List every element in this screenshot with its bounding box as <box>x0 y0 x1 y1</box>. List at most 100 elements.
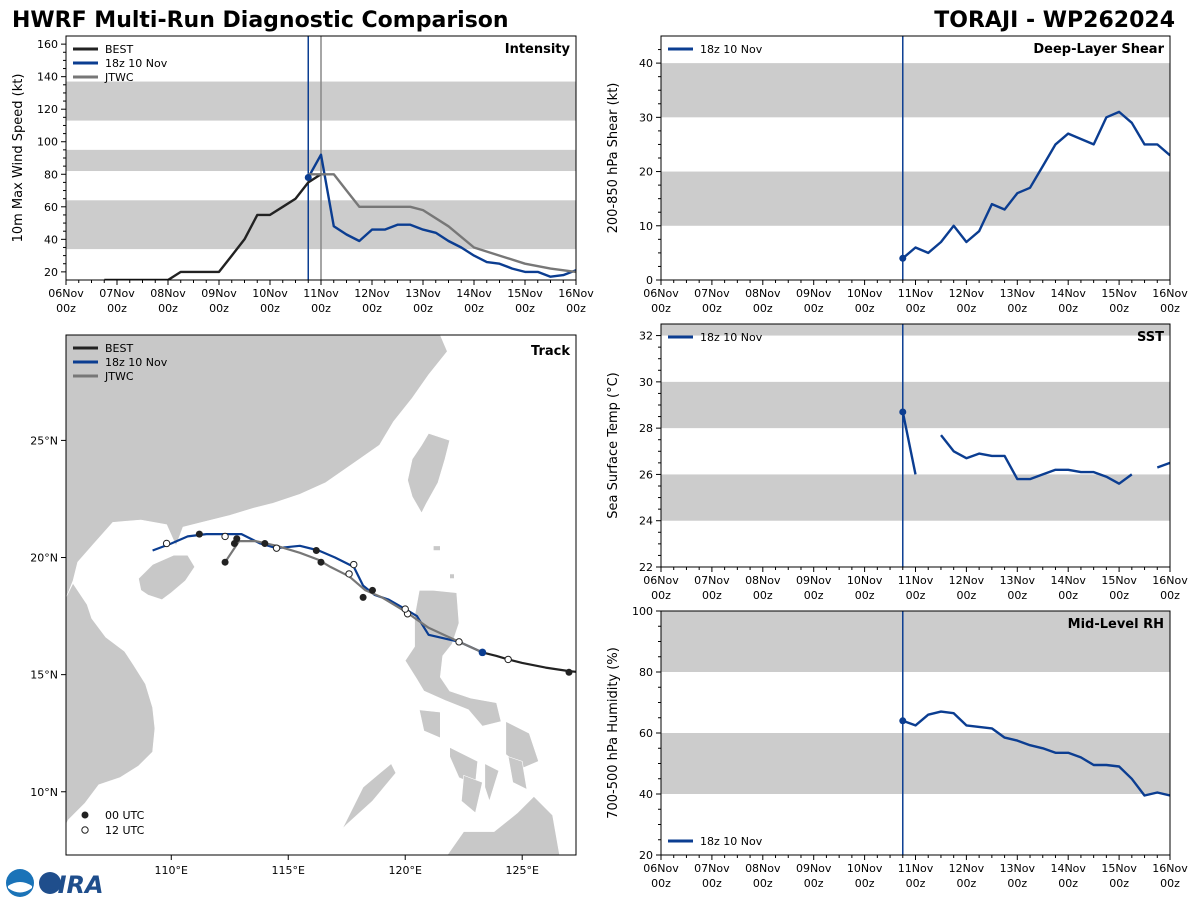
x-tick-hour: 00z <box>1109 302 1129 315</box>
y-tick-label: 80 <box>639 666 653 679</box>
x-tick-date: 14Nov <box>1050 574 1086 587</box>
x-tick-hour: 00z <box>702 877 722 890</box>
lat-tick-label: 10°N <box>30 786 58 799</box>
x-tick-date: 15Nov <box>1101 287 1137 300</box>
y-tick-label: 40 <box>639 788 653 801</box>
y-tick-label: 140 <box>37 71 58 84</box>
x-tick-hour: 00z <box>651 877 671 890</box>
track-point-12utc <box>221 532 229 541</box>
legend-12utc-marker <box>81 826 89 834</box>
x-tick-date: 14Nov <box>1050 862 1086 875</box>
x-tick-date: 11Nov <box>898 574 934 587</box>
x-tick-hour: 00z <box>362 302 382 315</box>
x-tick-date: 11Nov <box>898 287 934 300</box>
mindoro-island <box>418 709 441 739</box>
legend-label: 18z 10 Nov <box>105 356 168 369</box>
track-point-12utc <box>504 655 512 664</box>
sst-panel: 22 24 26 28 30 32 06Nov 00z 07Nov 00z 08Nov 00z 09No… <box>606 323 1188 602</box>
x-tick-hour: 00z <box>906 589 926 602</box>
y-tick-label: 120 <box>37 103 58 116</box>
shading-band <box>661 63 1170 118</box>
track-map-panel: 110°E 115°E 120°E 125°E 10°N 15°N 20°N 25°N Trac… <box>30 334 577 877</box>
y-axis-label: 200-850 hPa Shear (kt) <box>606 83 621 234</box>
x-tick-hour: 00z <box>651 589 671 602</box>
x-tick-hour: 00z <box>209 302 229 315</box>
x-tick-date: 07Nov <box>694 287 730 300</box>
lat-tick-label: 20°N <box>30 552 58 565</box>
x-tick-hour: 00z <box>753 877 773 890</box>
series-line <box>104 173 322 280</box>
y-tick-label: 60 <box>44 201 58 214</box>
x-tick-hour: 00z <box>804 302 824 315</box>
x-tick-hour: 00z <box>957 877 977 890</box>
panel-title: SST <box>1137 330 1164 345</box>
x-tick-date: 08Nov <box>745 287 781 300</box>
series-marker <box>304 174 312 182</box>
panel-title: Mid-Level RH <box>1068 617 1164 632</box>
y-tick-label: 160 <box>37 38 58 51</box>
panel-title: Intensity <box>505 42 571 57</box>
x-tick-date: 11Nov <box>303 287 339 300</box>
y-tick-label: 30 <box>639 376 653 389</box>
mainland-china <box>66 335 448 598</box>
shading-band <box>661 171 1170 226</box>
x-tick-date: 11Nov <box>898 862 934 875</box>
storm-id: TORAJI - WP262024 <box>934 8 1175 33</box>
x-tick-hour: 00z <box>515 302 535 315</box>
legend-label: BEST <box>105 43 133 56</box>
y-axis-label: Sea Surface Temp (°C) <box>606 372 621 519</box>
figure-title: HWRF Multi-Run Diagnostic Comparison <box>12 8 509 33</box>
x-tick-hour: 00z <box>56 302 76 315</box>
y-tick-label: 40 <box>639 57 653 70</box>
y-axis-label: 700-500 hPa Humidity (%) <box>606 647 621 819</box>
track-point-00utc <box>312 546 320 554</box>
y-tick-label: 30 <box>639 111 653 124</box>
legend-label: JTWC <box>104 370 134 383</box>
x-tick-date: 15Nov <box>1101 574 1137 587</box>
cira-logo: CIRA <box>6 869 104 899</box>
y-tick-label: 0 <box>646 274 653 287</box>
lon-tick-label: 125°E <box>505 864 538 877</box>
y-axis-label: 10m Max Wind Speed (kt) <box>11 74 26 243</box>
track-point-00utc <box>195 530 203 538</box>
x-tick-date: 15Nov <box>1101 862 1137 875</box>
x-tick-hour: 00z <box>906 302 926 315</box>
legend-label: 18z 10 Nov <box>700 835 763 848</box>
x-tick-date: 13Nov <box>1000 862 1036 875</box>
x-tick-date: 06Nov <box>643 862 679 875</box>
x-tick-date: 12Nov <box>949 287 985 300</box>
y-tick-label: 22 <box>639 561 653 574</box>
hainan-island <box>138 554 196 601</box>
x-tick-date: 13Nov <box>405 287 441 300</box>
panel-title: Deep-Layer Shear <box>1033 42 1164 57</box>
series-line <box>902 110 1170 260</box>
shading-band <box>661 611 1170 672</box>
x-tick-hour: 00z <box>1058 877 1078 890</box>
y-tick-label: 26 <box>639 468 653 481</box>
logo-text: CIRA <box>40 871 104 899</box>
land-masses <box>66 335 560 855</box>
x-tick-date: 10Nov <box>847 862 883 875</box>
series-line <box>307 153 576 278</box>
y-tick-label: 28 <box>639 422 653 435</box>
y-tick-label: 60 <box>639 727 653 740</box>
x-tick-date: 06Nov <box>643 574 679 587</box>
x-tick-date: 12Nov <box>354 287 390 300</box>
shading-band <box>661 474 1170 521</box>
luzon-island <box>404 589 502 727</box>
x-tick-date: 10Nov <box>252 287 288 300</box>
x-tick-hour: 00z <box>1058 302 1078 315</box>
legend-label: 18z 10 Nov <box>105 57 168 70</box>
x-tick-date: 09Nov <box>201 287 237 300</box>
lat-tick-label: 15°N <box>30 669 58 682</box>
x-tick-hour: 00z <box>1160 589 1180 602</box>
y-tick-label: 20 <box>639 166 653 179</box>
x-tick-hour: 00z <box>855 302 875 315</box>
x-tick-date: 16Nov <box>558 287 594 300</box>
x-tick-date: 08Nov <box>150 287 186 300</box>
lon-tick-label: 120°E <box>388 864 421 877</box>
track-point-12utc <box>401 605 409 613</box>
lat-tick-label: 25°N <box>30 434 58 447</box>
track-point-00utc <box>368 586 376 594</box>
